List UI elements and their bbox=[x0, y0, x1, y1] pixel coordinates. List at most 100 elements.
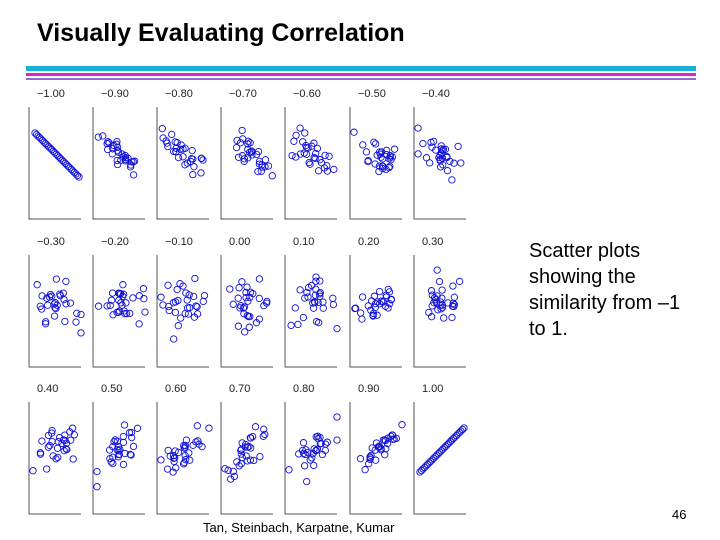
scatter-point bbox=[63, 445, 71, 454]
scatter-point bbox=[194, 437, 202, 445]
scatter-point bbox=[111, 436, 119, 444]
scatter-point bbox=[67, 436, 75, 444]
panel-axes bbox=[220, 402, 273, 515]
scatter-point bbox=[120, 421, 129, 429]
scatter-point bbox=[247, 444, 255, 452]
scatter-point bbox=[109, 145, 117, 153]
scatter-point bbox=[106, 301, 114, 310]
scatter-point bbox=[439, 161, 447, 169]
scatter-point bbox=[330, 165, 338, 174]
scatter-point bbox=[439, 146, 447, 155]
scatter-point bbox=[240, 157, 248, 166]
scatter-point bbox=[237, 450, 245, 458]
scatter-point bbox=[238, 278, 246, 286]
scatter-point bbox=[173, 285, 181, 294]
scatter-point bbox=[182, 436, 191, 444]
scatter-point bbox=[268, 172, 276, 180]
panel-axes bbox=[156, 402, 209, 515]
scatter-point bbox=[113, 156, 121, 165]
header-rule-cyan bbox=[26, 66, 696, 71]
scatter-point bbox=[179, 282, 187, 290]
scatter-point bbox=[366, 453, 374, 461]
scatter-point bbox=[243, 283, 251, 291]
scatter-point bbox=[42, 318, 50, 326]
scatter-panel: −0.50 bbox=[349, 88, 402, 220]
scatter-point bbox=[38, 437, 46, 445]
scatter-panel: 0.30 bbox=[413, 236, 466, 368]
scatter-point bbox=[304, 293, 312, 301]
scatter-panel: 0.00 bbox=[220, 236, 273, 368]
scatter-panel: −0.10 bbox=[156, 236, 209, 368]
panel-label: −0.40 bbox=[422, 88, 450, 100]
panel-label: 0.20 bbox=[358, 236, 379, 248]
scatter-point bbox=[321, 151, 329, 160]
scatter-point bbox=[181, 161, 189, 169]
scatter-point bbox=[73, 171, 82, 180]
scatter-point bbox=[450, 302, 458, 311]
scatter-point bbox=[381, 451, 389, 459]
scatter-point bbox=[120, 307, 128, 315]
scatter-point bbox=[422, 154, 431, 162]
scatter-point bbox=[119, 281, 127, 289]
scatter-point bbox=[251, 423, 260, 431]
scatter-point bbox=[50, 312, 59, 320]
scatter-point bbox=[356, 455, 365, 463]
scatter-panel: −0.20 bbox=[92, 236, 149, 368]
scatter-point bbox=[66, 299, 75, 307]
scatter-point bbox=[375, 287, 384, 296]
scatter-point bbox=[377, 446, 385, 454]
scatter-point bbox=[127, 428, 136, 437]
scatter-point bbox=[121, 155, 130, 164]
scatter-point bbox=[378, 155, 387, 163]
scatter-point bbox=[260, 425, 268, 433]
scatter-point bbox=[187, 157, 195, 166]
scatter-point bbox=[259, 432, 267, 440]
scatter-point bbox=[46, 441, 54, 450]
panel-label: −0.90 bbox=[101, 88, 129, 100]
scatter-point bbox=[119, 460, 128, 469]
scatter-point bbox=[237, 445, 246, 454]
scatter-point bbox=[113, 160, 122, 169]
scatter-point bbox=[243, 312, 251, 320]
scatter-point bbox=[188, 146, 196, 155]
scatter-point bbox=[114, 148, 123, 156]
scatter-point bbox=[157, 456, 165, 464]
scatter-point bbox=[287, 321, 295, 330]
scatter-point bbox=[325, 152, 333, 160]
scatter-point bbox=[170, 457, 178, 466]
panel-label: 0.50 bbox=[101, 383, 122, 395]
scatter-panel: 0.70 bbox=[220, 383, 273, 515]
scatter-point bbox=[139, 285, 148, 293]
panel-axes bbox=[156, 255, 209, 368]
scatter-point bbox=[242, 452, 250, 460]
scatter-point bbox=[233, 458, 241, 466]
scatter-point bbox=[312, 277, 320, 285]
scatter-point bbox=[179, 153, 187, 161]
panel-label: −0.50 bbox=[358, 88, 386, 100]
scatter-point bbox=[170, 335, 178, 343]
scatter-point bbox=[189, 155, 197, 163]
scatter-point bbox=[414, 150, 422, 158]
scatter-point bbox=[312, 149, 320, 158]
scatter-point bbox=[246, 456, 255, 464]
scatter-point bbox=[359, 141, 367, 149]
scatter-point bbox=[448, 176, 456, 184]
scatter-point bbox=[72, 318, 80, 326]
scatter-point bbox=[323, 162, 331, 170]
scatter-point bbox=[372, 140, 380, 148]
scatter-point bbox=[56, 292, 64, 300]
scatter-point bbox=[103, 302, 111, 310]
scatter-point bbox=[185, 449, 193, 457]
scatter-point bbox=[51, 304, 59, 312]
panel-axes bbox=[92, 402, 145, 515]
scatter-point bbox=[195, 440, 203, 448]
scatter-point bbox=[177, 141, 185, 149]
scatter-point bbox=[427, 287, 436, 295]
scatter-point bbox=[227, 475, 235, 483]
scatter-point bbox=[48, 426, 56, 435]
scatter-point bbox=[50, 300, 58, 308]
scatter-point bbox=[375, 442, 383, 450]
panel-axes bbox=[413, 255, 466, 368]
scatter-point bbox=[364, 157, 372, 166]
scatter-point bbox=[379, 162, 387, 170]
